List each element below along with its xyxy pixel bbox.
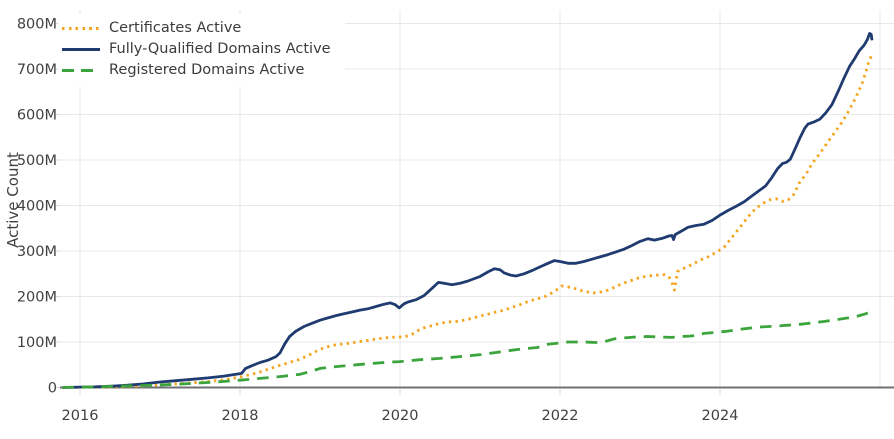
y-axis-title: Active Count	[4, 152, 22, 248]
y-tick-label: 800M	[17, 17, 57, 33]
legend-item-certificates-active[interactable]: Certificates Active	[62, 18, 331, 39]
legend-label: Fully-Qualified Domains Active	[109, 41, 331, 57]
y-tick-label: 400M	[17, 199, 57, 215]
dashed-line-swatch-icon	[62, 69, 100, 72]
x-tick-label: 2022	[542, 408, 579, 424]
legend-label: Registered Domains Active	[109, 62, 305, 78]
legend-label: Certificates Active	[109, 20, 242, 36]
y-tick-label: 200M	[17, 290, 57, 306]
dotted-line-swatch-icon	[62, 27, 100, 30]
y-tick-label: 600M	[17, 108, 57, 124]
y-tick-label: 700M	[17, 62, 57, 78]
y-tick-label: 0	[48, 381, 57, 397]
series-line-2[interactable]	[62, 309, 873, 389]
y-tick-label: 500M	[17, 153, 57, 169]
x-tick-label: 2020	[382, 408, 419, 424]
legend-item-registered-domains-active[interactable]: Registered Domains Active	[62, 60, 331, 81]
y-tick-label: 100M	[17, 335, 57, 351]
series-line-1[interactable]	[62, 32, 874, 389]
legend-item-fully-qualified-domains-active[interactable]: Fully-Qualified Domains Active	[62, 39, 331, 60]
legend: Certificates Active Fully-Qualified Doma…	[58, 14, 345, 87]
x-tick-label: 2024	[702, 408, 739, 424]
solid-line-swatch-icon	[62, 48, 100, 51]
series-line-0[interactable]	[62, 54, 874, 389]
x-tick-label: 2016	[62, 408, 99, 424]
y-tick-label: 300M	[17, 244, 57, 260]
x-tick-label: 2018	[222, 408, 259, 424]
